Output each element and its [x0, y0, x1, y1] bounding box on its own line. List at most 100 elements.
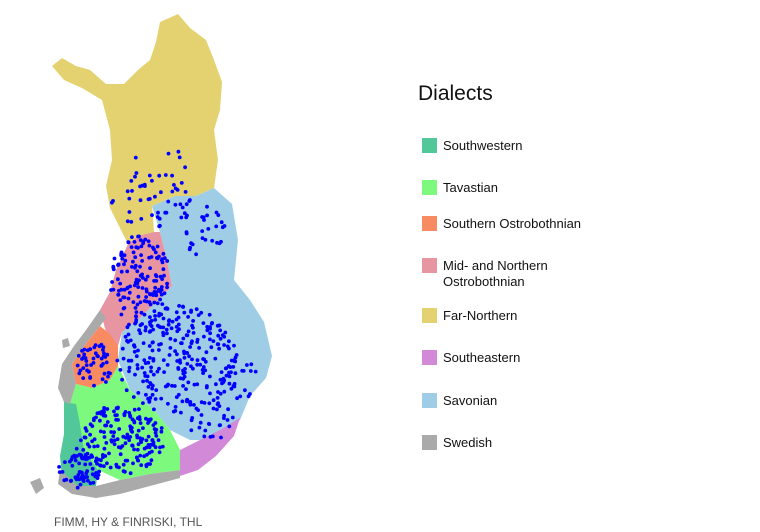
sample-marker	[195, 358, 200, 363]
sample-marker	[227, 374, 232, 379]
sample-marker	[139, 440, 144, 444]
sample-marker	[112, 438, 117, 443]
sample-marker	[110, 200, 114, 205]
sample-marker	[126, 240, 131, 245]
sample-marker	[217, 346, 222, 351]
sample-marker	[144, 416, 148, 421]
sample-marker	[137, 407, 141, 411]
sample-marker	[171, 409, 176, 414]
sample-marker	[102, 371, 107, 376]
sample-marker	[149, 318, 154, 323]
region-savonian	[118, 188, 272, 440]
sample-marker	[181, 336, 186, 341]
sample-marker	[73, 458, 78, 463]
sample-marker	[164, 306, 169, 310]
credit-text: FIMM, HY & FINRISKI, THL	[54, 515, 203, 529]
sample-marker	[173, 338, 178, 343]
sample-marker	[151, 245, 155, 250]
sample-marker	[159, 190, 163, 195]
sample-marker	[190, 357, 194, 362]
sample-marker	[181, 368, 185, 373]
sample-marker	[231, 365, 236, 369]
sample-marker	[165, 281, 170, 286]
sample-marker	[132, 420, 137, 425]
sample-marker	[88, 481, 93, 486]
sample-marker	[144, 464, 149, 469]
sample-marker	[192, 403, 196, 407]
sample-marker	[132, 283, 137, 288]
sample-marker	[211, 406, 216, 411]
sample-marker	[98, 463, 102, 468]
sample-marker	[109, 430, 114, 434]
sample-marker	[189, 428, 194, 433]
sample-marker	[133, 321, 138, 326]
sample-marker	[128, 471, 133, 476]
sample-marker	[143, 325, 148, 330]
legend-item: Savonian	[422, 393, 593, 409]
sample-marker	[216, 342, 221, 347]
sample-marker	[165, 363, 170, 367]
sample-marker	[207, 401, 212, 406]
sample-marker	[203, 428, 208, 433]
legend-item: Southeastern	[422, 350, 593, 366]
sample-marker	[143, 374, 148, 378]
sample-marker	[136, 348, 140, 353]
sample-marker	[143, 328, 148, 333]
sample-marker	[188, 198, 192, 202]
sample-marker	[128, 284, 133, 289]
sample-marker	[211, 339, 216, 343]
sample-marker	[136, 234, 141, 239]
sample-marker	[149, 458, 154, 463]
sample-marker	[87, 444, 92, 449]
sample-marker	[152, 279, 157, 283]
sample-marker	[75, 485, 80, 490]
sample-marker	[157, 216, 162, 221]
sample-marker	[126, 296, 131, 301]
sample-marker	[134, 354, 139, 359]
sample-marker	[123, 410, 128, 414]
sample-marker	[112, 256, 117, 261]
sample-marker	[110, 280, 114, 284]
sample-marker	[141, 276, 145, 280]
sample-marker	[181, 304, 185, 309]
sample-marker	[222, 224, 227, 228]
sample-marker	[189, 364, 193, 369]
sample-marker	[121, 356, 126, 361]
sample-marker	[142, 358, 147, 362]
sample-marker	[87, 369, 91, 374]
sample-marker	[147, 344, 152, 348]
sample-marker	[105, 461, 109, 466]
sample-marker	[123, 258, 128, 263]
legend-label: Mid- and Northern Ostrobothnian	[443, 258, 548, 289]
sample-marker	[218, 328, 223, 333]
sample-marker	[176, 366, 181, 370]
sample-marker	[220, 381, 224, 386]
legend-label: Southeastern	[443, 350, 521, 365]
sample-marker	[158, 445, 162, 450]
sample-marker	[75, 363, 80, 368]
sample-marker	[227, 424, 232, 429]
sample-marker	[134, 171, 139, 175]
sample-marker	[132, 407, 137, 412]
sample-marker	[227, 339, 231, 344]
sample-marker	[179, 410, 183, 415]
sample-marker	[130, 430, 135, 434]
sample-marker	[144, 392, 148, 397]
sample-marker	[136, 391, 141, 395]
legend-item: Southwestern	[422, 138, 593, 154]
sample-marker	[185, 362, 190, 366]
sample-marker	[140, 437, 145, 441]
sample-marker	[133, 306, 138, 310]
sample-marker	[233, 371, 238, 376]
sample-marker	[164, 327, 169, 332]
sample-marker	[121, 462, 126, 467]
sample-marker	[78, 482, 83, 487]
sample-marker	[128, 338, 133, 343]
sample-marker	[169, 326, 174, 331]
sample-marker	[205, 213, 210, 218]
sample-marker	[246, 394, 251, 399]
sample-marker	[173, 405, 178, 409]
sample-marker	[191, 319, 196, 323]
sample-marker	[223, 330, 228, 335]
sample-marker	[76, 353, 81, 358]
